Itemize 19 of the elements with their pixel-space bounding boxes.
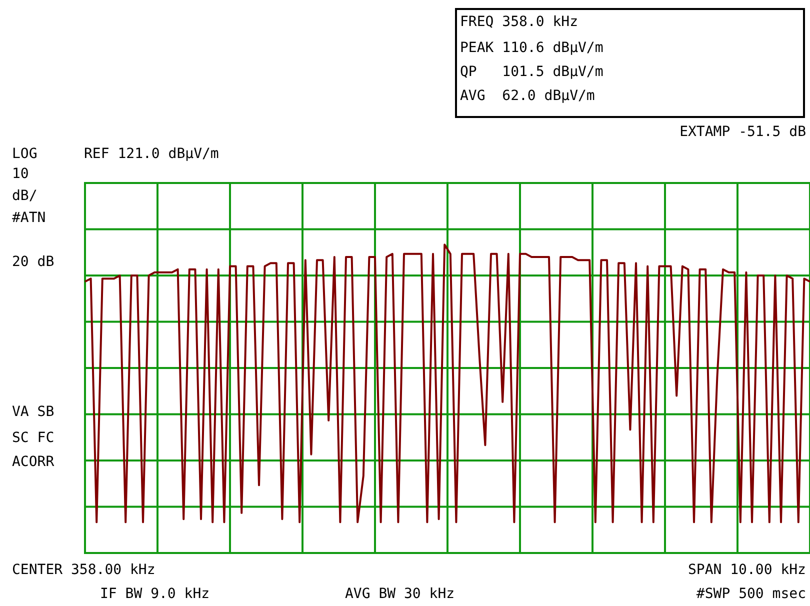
text: FREQ 358.0 kHz [460,14,578,30]
text: VA SB [12,404,54,420]
text: EXTAMP -51.5 dB [680,124,806,140]
text: 10 [12,166,29,182]
text: SPAN 10.00 kHz [688,562,806,578]
text: ACORR [12,454,54,470]
text: #ATN [12,210,46,226]
text: AVG BW 30 kHz [345,586,455,602]
text: SC FC [12,430,54,446]
text: CENTER 358.00 kHz [12,562,156,578]
text: #SWP 500 msec [696,586,806,602]
text: IF BW 9.0 kHz [100,586,210,602]
text: 20 dB [12,254,54,270]
text: QP 101.5 dBµV/m [460,64,604,80]
text: LOG [12,146,38,162]
text: dB/ [12,188,38,204]
text: REF 121.0 dBµV/m [84,146,219,162]
text: PEAK 110.6 dBµV/m [460,40,604,56]
text: AVG 62.0 dBµV/m [460,88,595,104]
